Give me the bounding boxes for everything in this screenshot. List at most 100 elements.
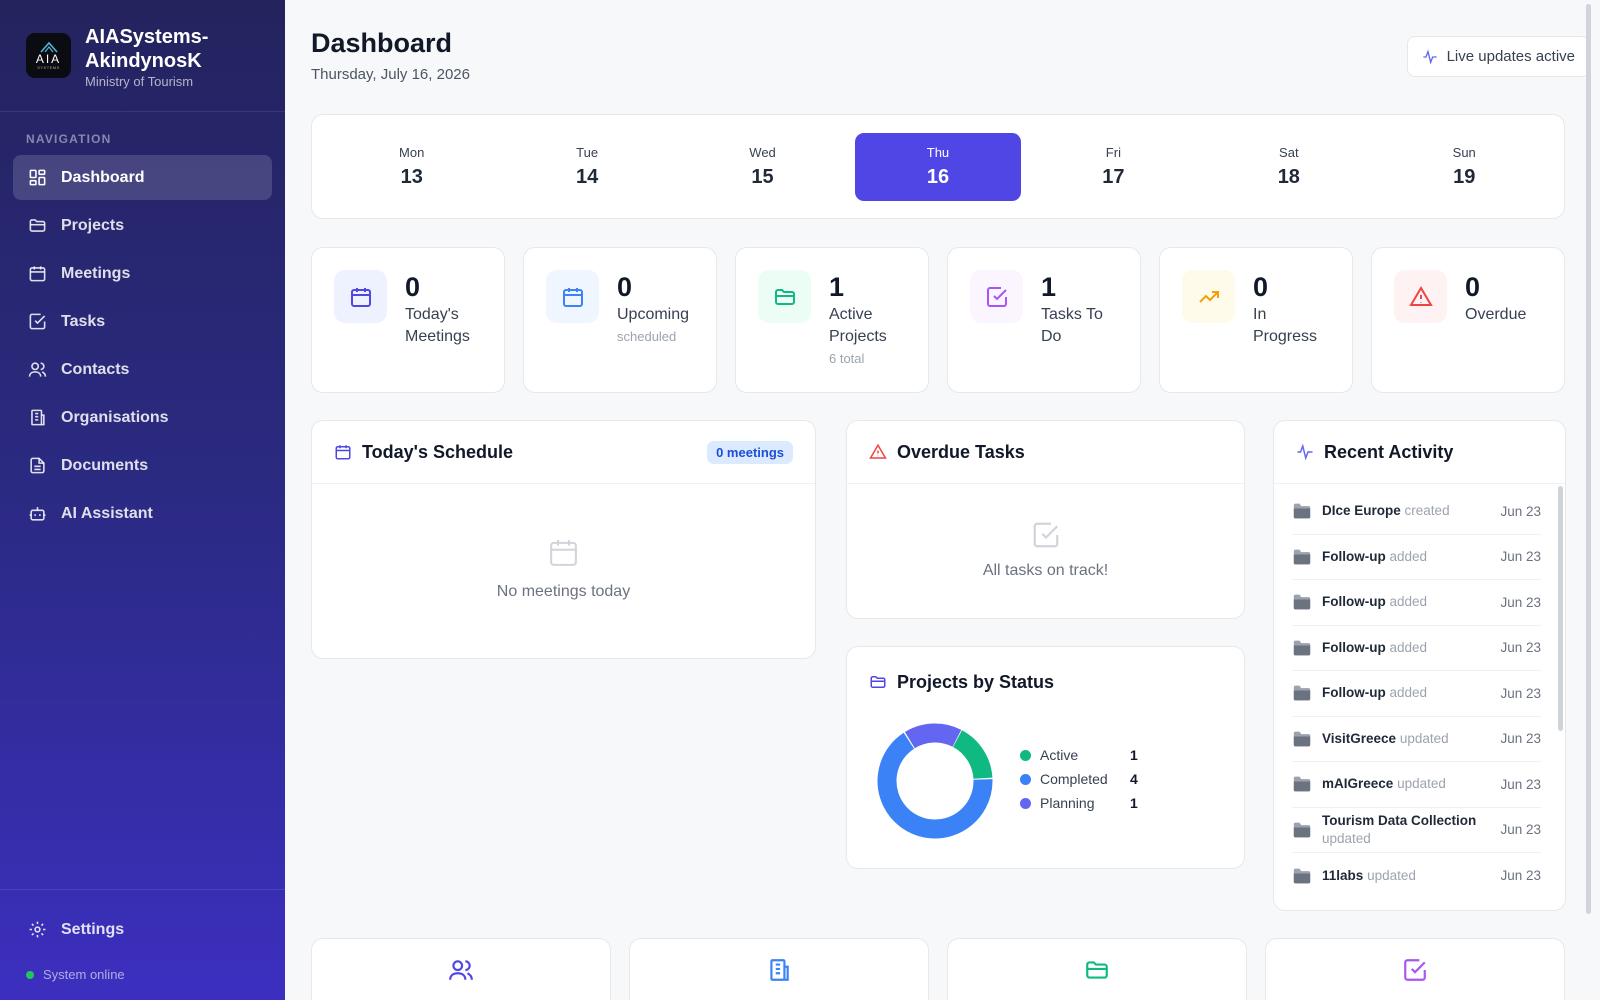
day-thu[interactable]: Thu 16	[854, 132, 1021, 201]
activity-row[interactable]: Follow-up added Jun 23	[1292, 671, 1541, 717]
day-wed[interactable]: Wed 15	[680, 133, 846, 201]
stat-icon-box	[970, 270, 1023, 323]
activity-scrollbar[interactable]	[1558, 486, 1563, 731]
day-sun[interactable]: Sun 19	[1381, 133, 1547, 201]
day-mon[interactable]: Mon 13	[329, 133, 495, 201]
activity-row[interactable]: Follow-up added Jun 23	[1292, 535, 1541, 580]
sidebar-item-ai-assistant[interactable]: AI Assistant	[13, 491, 272, 536]
sidebar: AIA SYSTEMS AIASystems-AkindynosK Minist…	[0, 0, 285, 1000]
empty-state-text: No meetings today	[496, 583, 631, 600]
sidebar-item-tasks[interactable]: Tasks	[13, 299, 272, 344]
activity-verb: created	[1404, 503, 1450, 519]
sidebar-item-projects[interactable]: Projects	[13, 203, 272, 248]
stat-label: Active Projects	[829, 306, 887, 345]
sidebar-item-dashboard[interactable]: Dashboard	[13, 155, 272, 200]
panel-header: Overdue Tasks	[847, 421, 1244, 484]
empty-state-text: All tasks on track!	[982, 562, 1109, 579]
stat-active-projects[interactable]: 1 Active Projects 6 total	[735, 247, 929, 393]
calendar-icon	[29, 266, 46, 282]
stat-label: Today's Meetings	[405, 306, 470, 345]
quick-link-projects[interactable]	[947, 938, 1247, 1000]
logo-subtext: SYSTEMS	[37, 65, 60, 70]
activity-text: Follow-up added	[1322, 639, 1492, 657]
activity-row[interactable]: Tourism Data Collection updated Jun 23	[1292, 808, 1541, 853]
activity-date: Jun 23	[1500, 503, 1541, 519]
activity-text: Follow-up added	[1322, 548, 1492, 566]
activity-row[interactable]: mAIGreece updated Jun 23	[1292, 762, 1541, 808]
day-fri[interactable]: Fri 17	[1030, 133, 1196, 201]
activity-date: Jun 23	[1500, 640, 1541, 656]
building-icon	[31, 409, 45, 426]
day-sat[interactable]: Sat 18	[1206, 133, 1372, 201]
stat-label: In Progress	[1253, 306, 1318, 345]
logo-icon	[39, 41, 58, 53]
activity-row[interactable]: Follow-up added Jun 23	[1292, 580, 1541, 626]
activity-row[interactable]: VisitGreece updated Jun 23	[1292, 717, 1541, 762]
gear-icon	[29, 921, 46, 938]
day-tue[interactable]: Tue 14	[504, 133, 670, 201]
live-updates-label: Live updates active	[1446, 48, 1575, 65]
quick-link-tasks[interactable]	[1265, 938, 1565, 1000]
projects-donut-chart	[877, 723, 993, 839]
legend-label: Planning	[1040, 795, 1095, 811]
sidebar-item-organisations[interactable]: Organisations	[13, 395, 272, 440]
stat-sub: 6 total	[829, 351, 865, 366]
stat-in-progress[interactable]: 0 In Progress	[1159, 247, 1353, 393]
activity-date: Jun 23	[1500, 731, 1541, 747]
week-strip: Mon 13 Tue 14 Wed 15 Thu 16 Fri 17 Sat 18 Sun 1…	[311, 114, 1565, 219]
sidebar-item-label: Contacts	[61, 360, 130, 378]
activity-list[interactable]: DIce Europe created Jun 23 Follow-up added…	[1292, 489, 1541, 899]
activity-text: Follow-up added	[1322, 684, 1492, 702]
stat-value: 0	[405, 272, 421, 302]
page-scrollbar[interactable]	[1585, 0, 1592, 1000]
activity-text: Follow-up added	[1322, 593, 1492, 611]
system-status-label: System online	[43, 967, 125, 982]
activity-icon	[1422, 48, 1437, 65]
page-date: Thursday, July 16, 2026	[311, 66, 470, 83]
stat-upcoming[interactable]: 0 Upcoming scheduled	[523, 247, 717, 393]
legend-dot	[1020, 797, 1031, 809]
folder-icon	[1293, 776, 1311, 792]
stat-tasks-to-do[interactable]: 1 Tasks To Do	[947, 247, 1141, 393]
system-status: System online	[0, 955, 285, 1000]
warning-icon	[869, 443, 887, 459]
activity-name: Tourism Data Collection	[1322, 812, 1477, 828]
quick-link-contacts[interactable]	[311, 938, 611, 1000]
activity-verb: updated	[1399, 730, 1449, 746]
activity-verb: added	[1389, 594, 1428, 610]
sidebar-footer: Settings System online	[0, 889, 285, 1000]
activity-text: 11labs updated	[1322, 867, 1492, 885]
logo-text: AIA	[35, 52, 62, 66]
sidebar-item-documents[interactable]: Documents	[13, 443, 272, 488]
checkbox-icon	[1033, 522, 1058, 548]
page-scrollbar-thumb[interactable]	[1586, 4, 1591, 914]
activity-row[interactable]: DIce Europe created Jun 23	[1292, 489, 1541, 535]
legend-item-planning: Planning 1	[1020, 791, 1138, 815]
checkbox-icon	[29, 313, 46, 330]
brand-name: AIASystems-AkindynosK	[85, 26, 209, 72]
sidebar-item-contacts[interactable]: Contacts	[13, 347, 272, 392]
users-icon	[449, 960, 473, 980]
live-updates-indicator[interactable]: Live updates active	[1406, 36, 1590, 77]
stat-todays-meetings[interactable]: 0 Today's Meetings	[311, 247, 505, 393]
legend-value: 1	[1130, 747, 1138, 763]
stat-icon-box	[334, 270, 387, 323]
legend-value: 4	[1130, 771, 1138, 787]
activity-row[interactable]: Follow-up added Jun 23	[1292, 626, 1541, 671]
sidebar-item-settings[interactable]: Settings	[13, 907, 272, 952]
panel-title: Today's Schedule	[362, 441, 513, 462]
users-icon	[28, 362, 47, 377]
folder-icon	[1293, 640, 1311, 656]
activity-row[interactable]: 11labs updated Jun 23	[1292, 853, 1541, 899]
activity-text: mAIGreece updated	[1322, 775, 1492, 793]
quick-link-organisations[interactable]	[629, 938, 929, 1000]
sidebar-item-meetings[interactable]: Meetings	[13, 251, 272, 296]
activity-date: Jun 23	[1500, 685, 1541, 701]
panel-header: Recent Activity	[1274, 421, 1565, 484]
activity-verb: added	[1389, 685, 1428, 701]
activity-name: DIce Europe	[1322, 503, 1401, 519]
activity-name: mAIGreece	[1322, 776, 1394, 792]
brand: AIA SYSTEMS AIASystems-AkindynosK Minist…	[0, 0, 285, 112]
stat-overdue[interactable]: 0 Overdue	[1371, 247, 1565, 393]
stat-value: 0	[617, 272, 633, 302]
